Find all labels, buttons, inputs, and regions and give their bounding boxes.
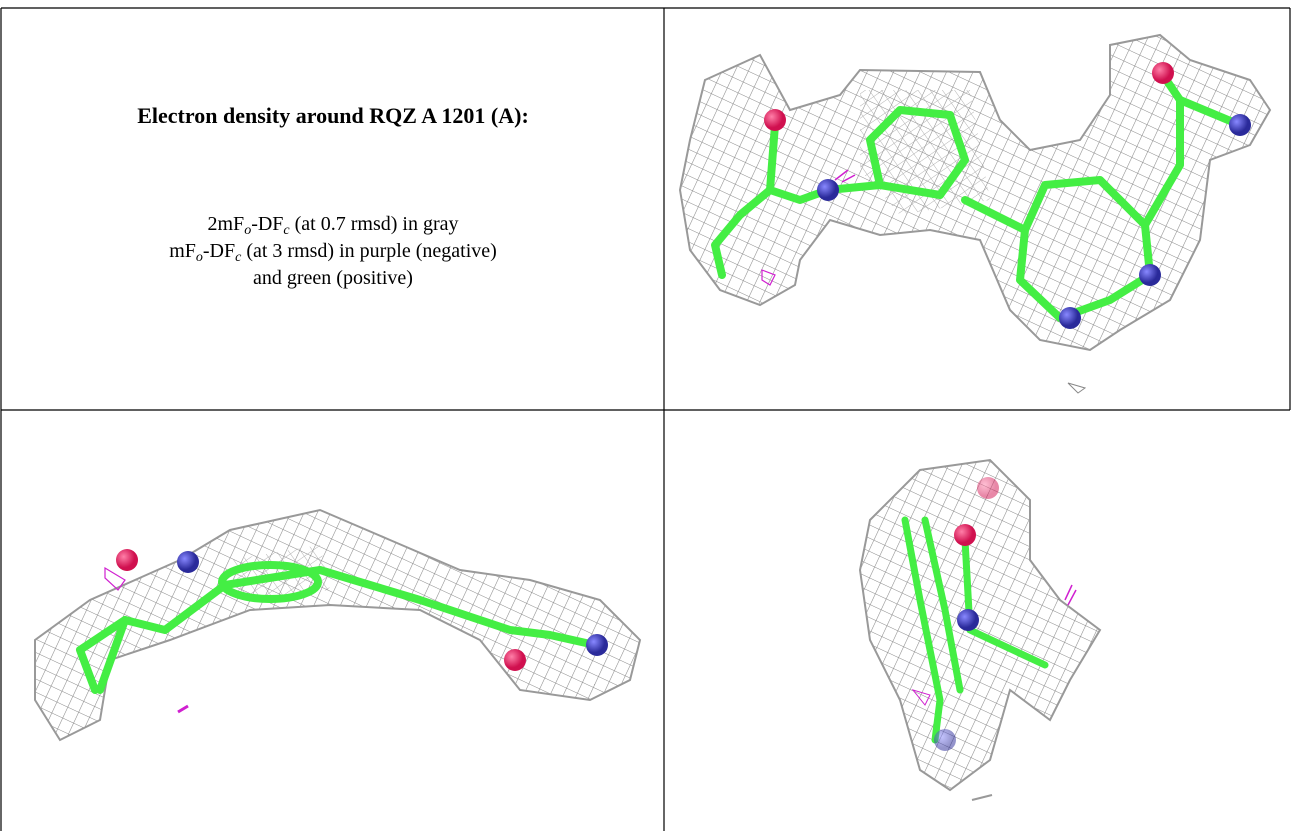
caption-legend: 2mFo-DFc (at 0.7 rmsd) in gray mFo-DFc (… <box>2 211 664 292</box>
text: (at 0.7 rmsd) in gray <box>290 213 459 235</box>
legend-line: 2mFo-DFc (at 0.7 rmsd) in gray <box>2 211 664 238</box>
caption-cell: Electron density around RQZ A 1201 (A): … <box>2 9 664 409</box>
text: 2mF <box>208 213 245 235</box>
text: -DF <box>203 240 235 262</box>
text: mF <box>169 240 196 262</box>
density-view-end <box>860 460 1100 800</box>
page: Electron density around RQZ A 1201 (A): … <box>0 0 1291 831</box>
density-view-top <box>680 35 1270 393</box>
legend-line: and green (positive) <box>2 265 664 292</box>
density-view-side <box>35 510 640 740</box>
caption-title: Electron density around RQZ A 1201 (A): <box>2 103 664 129</box>
subscript: o <box>196 250 203 265</box>
text: (at 3 rmsd) in purple (negative) <box>241 240 496 262</box>
legend-line: mFo-DFc (at 3 rmsd) in purple (negative) <box>2 238 664 265</box>
text: -DF <box>251 213 283 235</box>
text: and green (positive) <box>253 267 413 289</box>
